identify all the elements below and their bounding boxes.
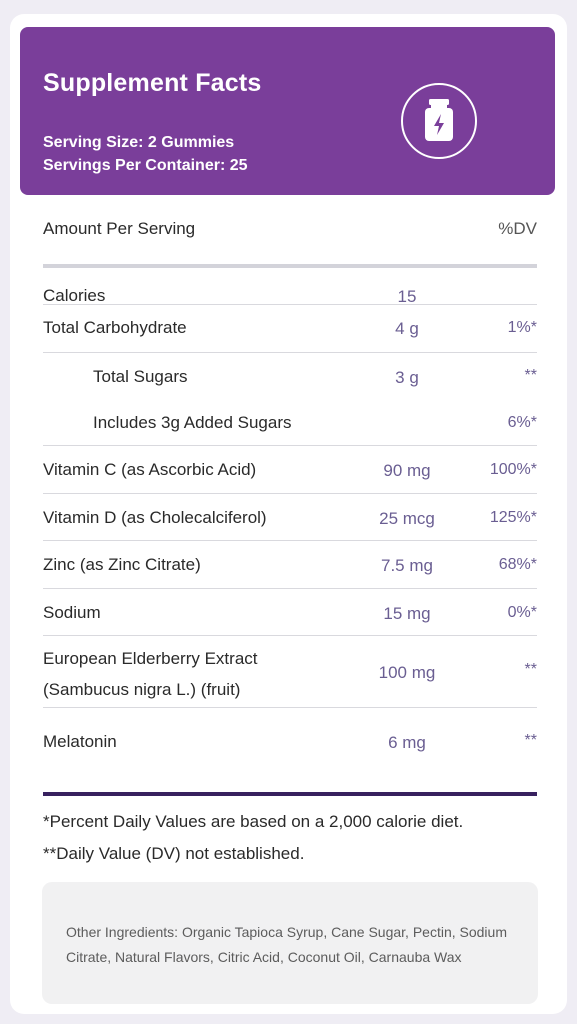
nutrient-name: Calories [43, 286, 106, 305]
table-row-vitamin-d: Vitamin D (as Cholecalciferol) 25 mcg 12… [43, 494, 537, 541]
dv-header-label: %DV [498, 219, 537, 238]
table-row-sodium: Sodium 15 mg 0%* [43, 589, 537, 636]
nutrient-name: Vitamin C (as Ascorbic Acid) [43, 460, 257, 479]
nutrient-name: Melatonin [43, 732, 117, 751]
footnote-dv-not-established: **Daily Value (DV) not established. [43, 844, 305, 863]
amount-per-serving-header: Amount Per Serving %DV [43, 219, 537, 239]
other-ingredients-text: Other Ingredients: Organic Tapioca Syrup… [66, 924, 507, 965]
other-ingredients-box: Other Ingredients: Organic Tapioca Syrup… [42, 882, 538, 1004]
nutrient-amount: 90 mg [383, 461, 431, 480]
nutrient-amount: 6 mg [388, 733, 426, 752]
nutrient-name: Total Carbohydrate [43, 318, 187, 337]
nutrient-amount: 7.5 mg [381, 556, 433, 575]
nutrient-dv: 6%* [507, 414, 537, 431]
nutrient-dv: 100%* [489, 461, 537, 478]
supplement-facts-header: Supplement Facts Serving Size: 2 Gummies… [20, 27, 555, 195]
supplement-facts-card: Supplement Facts Serving Size: 2 Gummies… [10, 14, 567, 1014]
table-row-elderberry: European Elderberry Extract (Sambucus ni… [43, 636, 537, 708]
table-row-melatonin: Melatonin 6 mg ** [43, 708, 537, 774]
nutrient-amount: 25 mcg [379, 509, 435, 528]
nutrient-name: Vitamin D (as Cholecalciferol) [43, 508, 267, 527]
nutrient-dv: 125%* [489, 509, 537, 526]
table-bottom-divider [43, 792, 537, 796]
nutrient-dv: 0%* [507, 604, 537, 621]
nutrient-dv: ** [524, 732, 537, 749]
nutrient-amount: 3 g [395, 368, 419, 387]
nutrient-name: Zinc (as Zinc Citrate) [43, 555, 201, 574]
serving-size: Serving Size: 2 Gummies [43, 134, 235, 151]
servings-per-container: Servings Per Container: 25 [43, 157, 248, 174]
amount-per-serving-label: Amount Per Serving [43, 219, 196, 238]
table-row-added-sugars: Includes 3g Added Sugars 6%* [43, 399, 537, 446]
nutrient-name-line1: European Elderberry Extract [43, 649, 258, 668]
nutrient-dv: ** [524, 367, 537, 384]
nutrient-amount: 100 mg [378, 663, 436, 682]
nutrient-table: Calories 15 Total Carbohydrate 4 g 1%* T… [43, 268, 537, 774]
nutrient-name: Sodium [43, 603, 101, 622]
nutrient-amount: 15 [397, 287, 417, 306]
supplement-bottle-icon [401, 83, 477, 159]
nutrient-dv: ** [524, 661, 537, 678]
nutrient-name: Total Sugars [93, 367, 188, 386]
table-row-total-sugars: Total Sugars 3 g ** [43, 353, 537, 399]
header-divider [43, 264, 537, 268]
footnote-percent-dv: *Percent Daily Values are based on a 2,0… [43, 812, 464, 831]
nutrient-name-line2: (Sambucus nigra L.) (fruit) [43, 680, 241, 699]
page-title: Supplement Facts [43, 69, 262, 97]
nutrient-dv: 1%* [507, 319, 537, 336]
table-row-zinc: Zinc (as Zinc Citrate) 7.5 mg 68%* [43, 541, 537, 589]
table-row-total-carbohydrate: Total Carbohydrate 4 g 1%* [43, 305, 537, 353]
nutrient-name: Includes 3g Added Sugars [93, 413, 292, 432]
nutrient-dv: 68%* [498, 556, 537, 573]
nutrient-amount: 15 mg [383, 604, 431, 623]
table-row-calories: Calories 15 [43, 268, 537, 306]
nutrient-amount: 4 g [395, 319, 419, 338]
table-row-vitamin-c: Vitamin C (as Ascorbic Acid) 90 mg 100%* [43, 446, 537, 494]
